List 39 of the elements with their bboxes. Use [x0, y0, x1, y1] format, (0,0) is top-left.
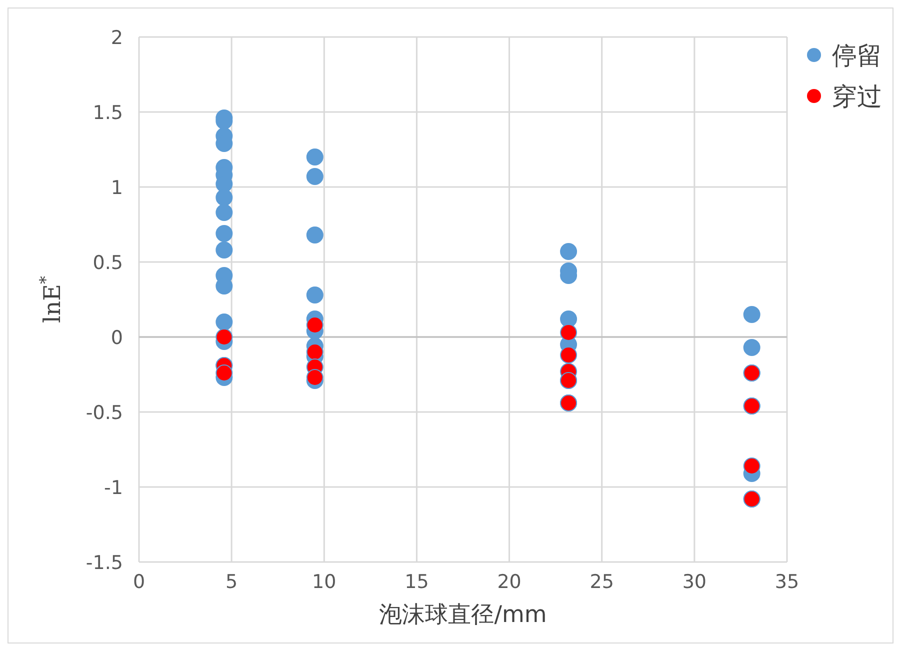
point	[560, 243, 578, 260]
point	[306, 316, 324, 334]
y-tick-label: 0	[110, 327, 123, 349]
point	[306, 168, 324, 185]
point	[306, 226, 324, 244]
x-tick-label: 10	[312, 571, 336, 593]
point	[216, 364, 233, 382]
point	[216, 189, 233, 206]
y-tick-label: -1	[104, 477, 123, 499]
x-tick-label: 5	[226, 571, 238, 593]
point	[306, 286, 324, 304]
y-tick-label: -0.5	[86, 402, 123, 424]
point	[743, 339, 760, 356]
x-tick-label: 0	[132, 571, 146, 593]
y-tick-label: 1	[110, 177, 123, 199]
x-tick-label: 35	[774, 571, 800, 593]
x-tick-label: 20	[497, 571, 522, 593]
point	[743, 306, 760, 323]
x-tick-label: 15	[404, 571, 429, 593]
y-tick-label: 0.5	[92, 252, 123, 274]
legend-label: 停留	[832, 41, 882, 70]
x-tick-label: 25	[590, 571, 614, 593]
point	[560, 324, 578, 341]
y-tick-label: 1.5	[92, 102, 123, 124]
x-tick-label: 30	[682, 571, 707, 593]
point	[216, 225, 233, 242]
point	[306, 148, 324, 166]
x-axis-title: 泡沫球直径/mm	[379, 602, 547, 628]
point	[216, 314, 233, 330]
y-tick-label: 2	[110, 27, 123, 49]
point	[216, 204, 233, 221]
y-tick-label: -1.5	[86, 552, 123, 574]
point	[216, 242, 233, 258]
point	[306, 344, 324, 360]
point	[743, 458, 760, 474]
point	[306, 369, 324, 386]
point	[560, 346, 578, 364]
legend-label: 穿过	[832, 82, 882, 111]
point	[216, 328, 233, 346]
